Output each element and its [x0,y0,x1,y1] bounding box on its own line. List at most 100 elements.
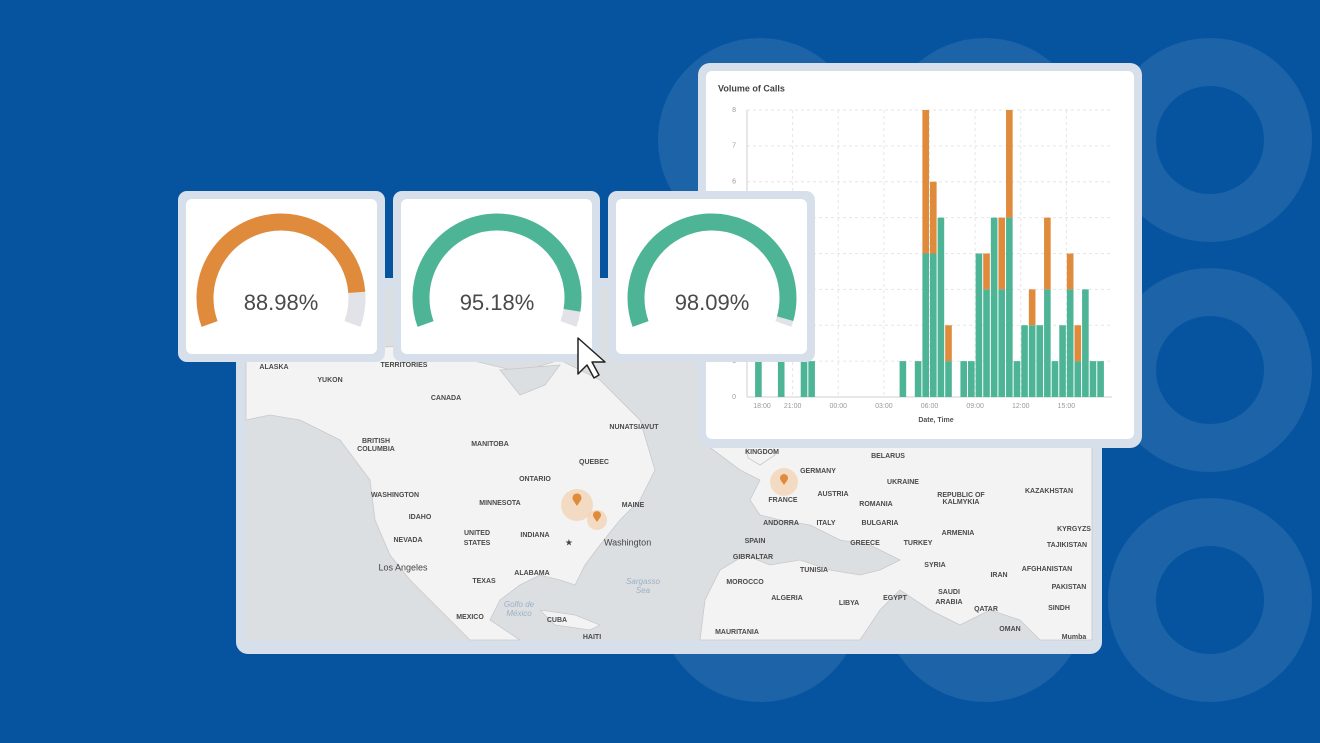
map-label: SYRIA [924,562,945,569]
x-tick-label: 06:00 [921,403,939,410]
bar [1097,361,1104,397]
y-tick-label: 8 [732,107,736,114]
bar [1074,325,1082,362]
bar [1036,325,1044,397]
bar [1013,361,1021,397]
bar [1066,253,1074,290]
map-label: PAKISTAN [1052,584,1087,591]
bar [808,361,815,397]
map-label: Washington [604,537,651,547]
map-label: KALMYKIA [943,499,980,506]
bar [1021,325,1028,397]
map-label: Los Angeles [378,562,428,572]
bar [899,361,907,397]
bar [968,361,975,397]
map-label: UNITED [464,530,490,537]
map-label: TERRITORIES [381,362,428,369]
map-label: ANDORRA [763,520,799,527]
gauge-value: 98.09% [675,290,750,315]
bar [914,361,922,397]
map-label: Sargasso [626,577,660,586]
map-label: LIBYA [839,600,859,607]
map-label: QUEBEC [579,459,609,466]
map-label: ROMANIA [859,501,892,508]
x-tick-label: 12:00 [1012,403,1030,410]
bar [1006,217,1013,397]
chart-title: Volume of Calls [718,83,785,93]
capital-star: ★ [565,537,573,547]
map-label: KINGDOM [745,449,779,456]
map-label: REPUBLIC OF [937,492,985,499]
gauge-value: 95.18% [460,290,535,315]
map-label: IDAHO [409,514,432,521]
bar [922,110,929,254]
map-label: CUBA [547,617,567,624]
map-label: Golfo de [504,600,535,609]
bar [777,361,785,397]
map-label: Mumba [1062,634,1087,641]
gauge-track [560,308,581,327]
plot: 01234567818:0021:0000:0003:0006:0009:001… [732,107,1112,410]
map-label: ITALY [816,520,835,527]
bar [945,325,952,362]
x-tick-label: 03:00 [875,403,893,410]
gauge-arc [412,213,582,327]
map-label: México [506,609,532,618]
bar [1028,289,1036,326]
map-label: KYRGYZS [1057,526,1091,533]
map-label: NEVADA [393,537,422,544]
map-label: IRAN [990,572,1007,579]
x-tick-label: 21:00 [784,403,802,410]
map-label: FRANCE [768,497,797,504]
bar [1044,289,1051,397]
map-label: TAJIKISTAN [1047,542,1087,549]
bar [998,217,1006,290]
bar [1051,361,1059,397]
map-label: GERMANY [800,468,836,475]
bar [998,289,1006,397]
map-label: SPAIN [745,538,766,545]
x-tick-label: 18:00 [753,403,771,410]
map-label: GREECE [850,540,880,547]
map-label: SINDH [1048,605,1070,612]
x-tick-label: 09:00 [966,403,984,410]
bar [755,361,762,397]
y-tick-label: 7 [732,143,736,150]
gauge-arc [627,213,797,327]
bar [800,361,808,397]
bar [983,289,990,397]
bar [1074,361,1082,397]
map-label: TURKEY [904,540,933,547]
map-label: TEXAS [472,578,496,585]
map-label: MAINE [622,502,645,509]
bar [1006,110,1013,218]
map-label: ALGERIA [771,595,803,602]
map-label: MAURITANIA [715,629,759,636]
map-label: AUSTRIA [817,491,848,498]
map-label: MEXICO [456,614,484,621]
map-pins: ★ [561,468,798,547]
map-label: GIBRALTAR [733,554,773,561]
x-tick-label: 15:00 [1058,403,1076,410]
bar [1082,289,1089,397]
bar [930,181,937,254]
map-label: ALABAMA [514,570,549,577]
gauges: 88.98% 95.18% 98.09% [178,191,815,362]
bar [1028,325,1036,397]
map-label: NUNATSIAVUT [609,424,659,431]
map-label: YUKON [317,377,342,384]
map-label: BRITISH [362,438,390,445]
map-label: INDIANA [520,532,549,539]
bar [1044,217,1051,290]
map-land [245,344,1093,641]
x-axis-label: Date, Time [918,417,953,424]
bar [1059,325,1066,397]
map-label: MOROCCO [726,579,764,586]
map-label: TUNISIA [800,567,828,574]
map-label: MANITOBA [471,441,509,448]
map-label: KAZAKHSTAN [1025,488,1073,495]
map-label: WASHINGTON [371,492,419,499]
map-label: BELARUS [871,453,905,460]
bar [990,217,998,397]
